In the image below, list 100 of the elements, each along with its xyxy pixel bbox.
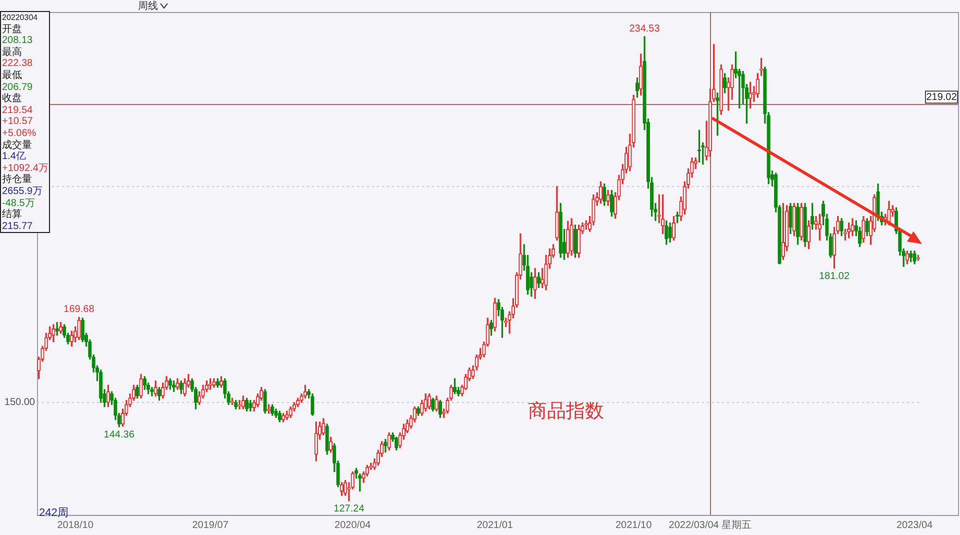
candlestick (288, 406, 292, 418)
candlestick (212, 378, 216, 388)
candlestick (781, 203, 785, 260)
text: 周线 (138, 0, 158, 13)
candlestick (77, 316, 81, 340)
candlestick (58, 322, 63, 334)
text: 222.38 (2, 58, 34, 70)
candlestick (139, 374, 143, 398)
text: 最高 (2, 46, 23, 58)
candlestick (668, 222, 672, 243)
text: 结算 (2, 209, 23, 221)
candlestick (803, 203, 807, 247)
annotation: 234.53 (629, 23, 660, 34)
candlestick (244, 398, 249, 412)
candlestick (796, 203, 800, 245)
candlestick (322, 418, 326, 436)
x-tick-label: 2022/03/04 星期五 (668, 518, 752, 531)
candlestick (176, 378, 180, 390)
candlestick (697, 130, 702, 163)
candlestick (354, 468, 358, 479)
candlestick (533, 268, 537, 299)
candlestick (230, 398, 234, 405)
candlestick (788, 203, 792, 234)
candlestick (639, 54, 643, 96)
ref-line-label: 219.02 (926, 92, 958, 103)
text: 持仓量 (2, 174, 33, 186)
candlestick (672, 216, 676, 240)
candlestick (719, 64, 723, 115)
candlestick (887, 200, 891, 226)
candlestick (328, 436, 333, 453)
candlestick (558, 203, 562, 258)
candlestick (573, 224, 578, 258)
candlestick (427, 393, 432, 410)
candlestick (862, 216, 866, 243)
candlestick (716, 92, 720, 136)
candlestick (566, 220, 570, 258)
annotation: 242周 (39, 506, 68, 520)
candlestick (416, 406, 420, 416)
text: 219.54 (2, 104, 34, 116)
x-tick-label: 2018/10 (57, 520, 94, 531)
text: 208.13 (2, 35, 34, 46)
candlestick (905, 250, 910, 264)
candlestick (606, 190, 610, 206)
candlestick (909, 250, 913, 262)
text: 215.77 (2, 220, 34, 232)
candlestick (602, 184, 606, 206)
text: 206.79 (2, 82, 34, 93)
candlestick (234, 400, 238, 410)
candlestick (310, 393, 314, 416)
x-tick-label: 2020/04 (334, 520, 372, 531)
candlestick (136, 384, 140, 398)
text: 收盘 (2, 93, 23, 105)
candlestick (840, 218, 844, 236)
candlestick (570, 218, 574, 256)
candlestick (493, 298, 497, 332)
candlestick (248, 400, 252, 412)
candlestick (598, 181, 603, 204)
candlestick (281, 412, 286, 422)
candlestick (792, 203, 796, 236)
candlestick (296, 398, 300, 408)
candlestick (452, 378, 457, 394)
candlestick (168, 378, 172, 390)
candlestick (80, 318, 84, 342)
text: 成交量 (2, 140, 33, 151)
annotation: 2655.9万 (2, 186, 44, 198)
candlestick (263, 389, 267, 414)
candlestick (55, 322, 59, 336)
candlestick (238, 400, 242, 410)
candlestick (806, 220, 811, 250)
candlestick (759, 58, 764, 76)
x-tick-label: 2021/10 (615, 520, 652, 531)
text: 最低 (2, 70, 23, 82)
text: 1.4亿 (2, 151, 27, 163)
candlestick (664, 220, 668, 245)
annotation: +1092.4万 (2, 162, 48, 174)
x-tick-label: 2019/07 (192, 520, 229, 531)
candlestick (865, 218, 869, 236)
ref-line-label: 150.00 (4, 397, 36, 408)
text: +5.06% (2, 128, 38, 140)
text: 开盘 (2, 24, 23, 36)
candlestick (850, 218, 854, 236)
candlestick (384, 438, 388, 453)
candlestick (99, 370, 103, 403)
x-tick-label: 2021/01 (476, 520, 514, 531)
candlestick (577, 224, 581, 258)
candlestick (182, 378, 187, 396)
candlestick (610, 190, 614, 217)
candlestick (387, 432, 391, 450)
candlestick (150, 386, 154, 396)
candlestick (106, 384, 110, 408)
annotation: 169.68 (64, 304, 95, 316)
candlestick (219, 376, 224, 388)
candlestick (912, 250, 916, 264)
text: +10.57 (2, 116, 34, 128)
candlestick (434, 396, 438, 412)
candlestick (157, 386, 162, 401)
candlestick (285, 410, 289, 420)
annotation: 181.02 (818, 270, 850, 282)
annotation: 127.24 (334, 504, 365, 515)
annotation: 商品指数 (528, 400, 604, 424)
